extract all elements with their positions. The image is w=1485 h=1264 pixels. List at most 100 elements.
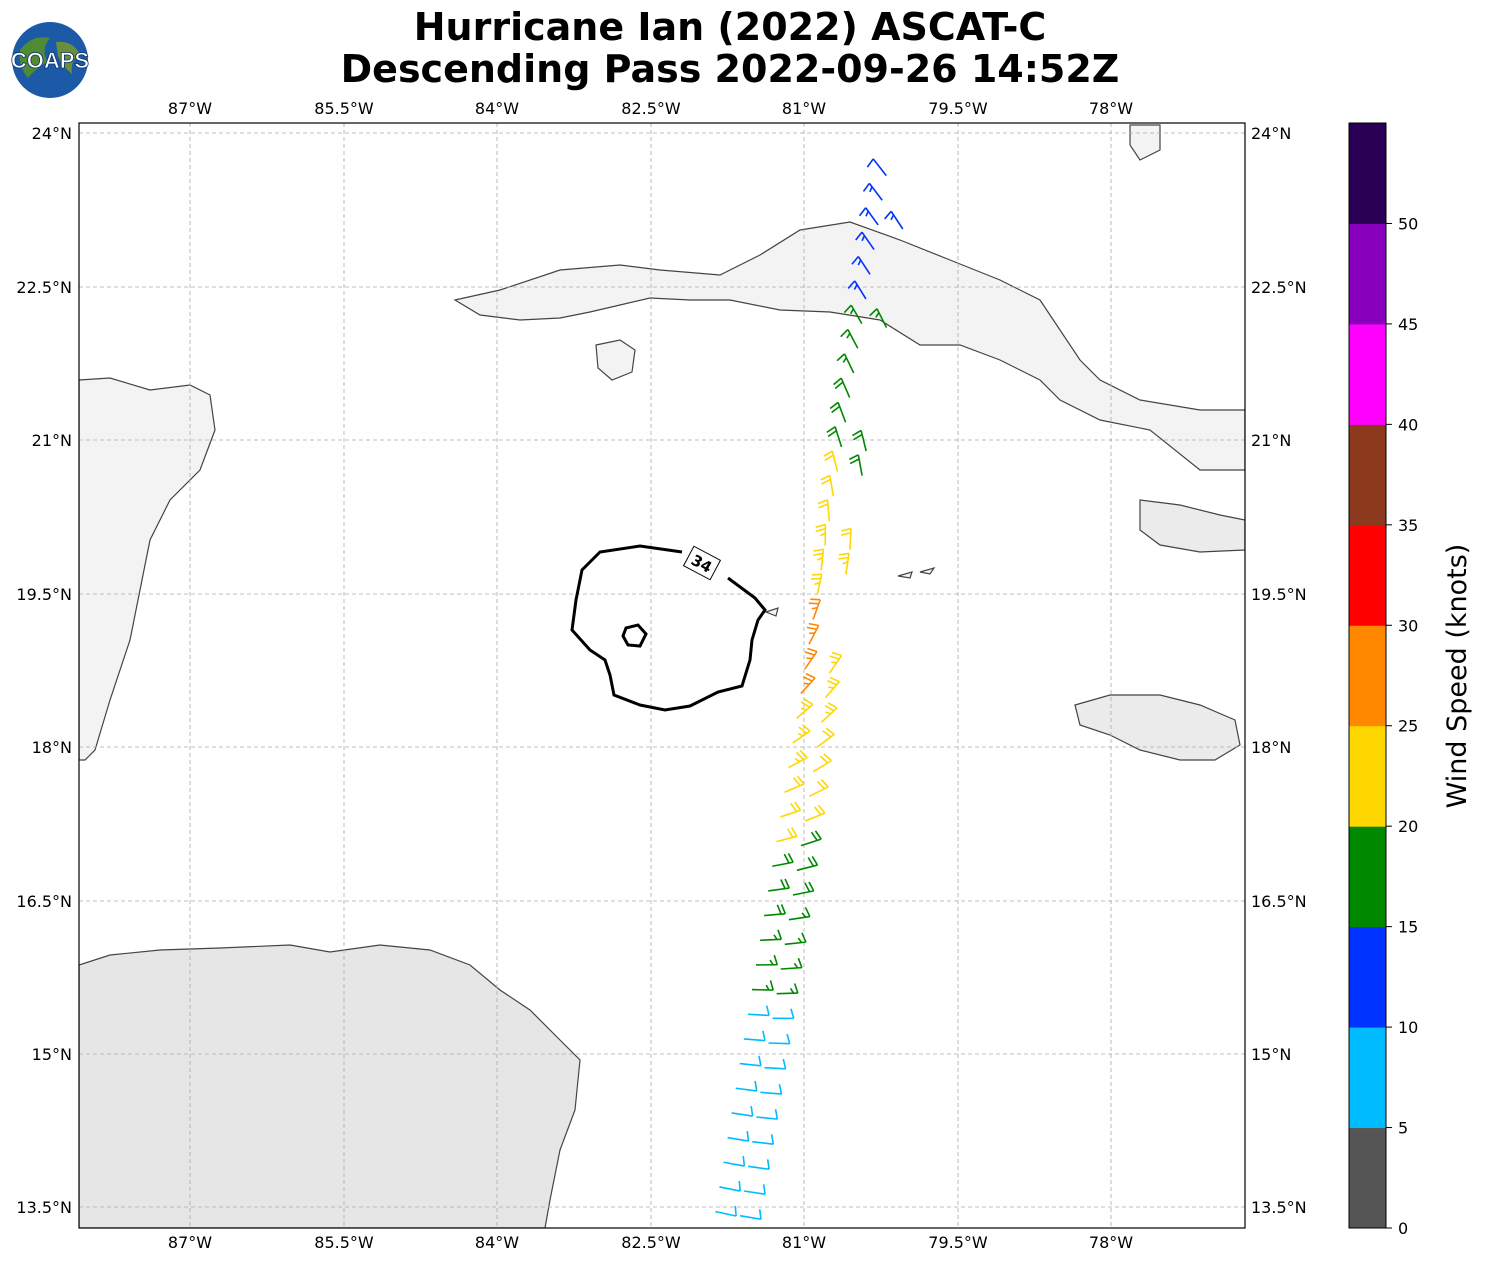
wind-barb	[764, 1058, 787, 1070]
colorbar: 0 5 10 15 20 25 30 35 40 45 50	[1348, 122, 1418, 1238]
wind-barb	[833, 377, 851, 398]
cuba-land	[453, 221, 1245, 471]
wind-barb	[806, 622, 820, 645]
wind-barb	[829, 401, 847, 423]
colorbar-segment	[1349, 123, 1386, 224]
colorbar-tick-label: 0	[1398, 1219, 1408, 1238]
wind-barb	[760, 1084, 783, 1095]
svg-text:16.5°N: 16.5°N	[16, 892, 72, 911]
wind-barb	[816, 727, 835, 748]
wind-barb	[884, 210, 904, 230]
wind-barb	[851, 256, 871, 275]
isle-of-youth	[595, 339, 636, 381]
svg-text:16.5°N: 16.5°N	[1251, 892, 1307, 911]
yucatan-land	[79, 377, 216, 761]
svg-text:82.5°W: 82.5°W	[621, 1233, 681, 1252]
wind-barb	[756, 954, 779, 966]
wind-barb	[824, 676, 840, 699]
wind-barb	[731, 1105, 754, 1117]
svg-text:84°W: 84°W	[475, 99, 519, 118]
wind-barb	[784, 775, 805, 793]
colorbar-tick-label: 5	[1398, 1119, 1408, 1138]
honduras-land	[79, 944, 581, 1228]
colorbar-tick-label: 35	[1398, 516, 1418, 535]
map-plot: 34	[79, 123, 1245, 1228]
wind-barb	[866, 158, 887, 177]
wind-barb	[828, 651, 843, 674]
wind-barb	[838, 552, 850, 575]
wind-barb	[752, 1134, 775, 1146]
wind-barb	[751, 980, 774, 991]
svg-text:18°N: 18°N	[1251, 738, 1291, 757]
svg-text:21°N: 21°N	[1251, 431, 1291, 450]
wind-barb	[780, 957, 803, 970]
wind-barb	[804, 647, 818, 670]
wind-barb	[788, 907, 811, 921]
wind-barb	[826, 426, 843, 448]
svg-text:15°N: 15°N	[32, 1045, 72, 1064]
wind-barbs	[715, 158, 904, 1221]
wind-barb	[836, 353, 855, 374]
wind-barb	[743, 1030, 766, 1042]
jamaica-land	[1074, 694, 1241, 761]
wind-barb	[796, 698, 814, 719]
wind-barb	[760, 929, 783, 942]
colorbar-segment	[1349, 1027, 1386, 1129]
svg-text:24°N: 24°N	[1251, 124, 1291, 143]
colorbar-segment	[1349, 424, 1386, 526]
wind-barb	[723, 1155, 746, 1167]
wind-barb	[739, 1055, 762, 1067]
svg-text:85.5°W: 85.5°W	[314, 99, 374, 118]
svg-text:81°W: 81°W	[782, 99, 826, 118]
svg-text:22.5°N: 22.5°N	[1251, 278, 1307, 297]
svg-text:18°N: 18°N	[32, 738, 72, 757]
wind-barb	[735, 1080, 758, 1092]
wind-barb	[768, 1033, 791, 1045]
wind-barb	[743, 1184, 766, 1196]
colorbar-segment	[1349, 223, 1386, 325]
wind-barb	[772, 852, 794, 868]
colorbar-tick-label: 50	[1398, 214, 1418, 233]
wind-barb	[869, 308, 888, 329]
map-frame	[78, 122, 1246, 1229]
wind-barb	[747, 1005, 770, 1017]
wind-barb	[862, 182, 883, 201]
land	[79, 124, 1245, 1228]
svg-text:78°W: 78°W	[1089, 99, 1133, 118]
wind-barb	[715, 1205, 737, 1217]
wind-barb	[788, 749, 808, 769]
colorbar-tick-label: 30	[1398, 616, 1418, 635]
wind-barb	[823, 450, 839, 472]
svg-text:79.5°W: 79.5°W	[928, 1233, 988, 1252]
wind-barb	[843, 304, 863, 324]
map-title: Hurricane Ian (2022) ASCAT-C Descending …	[180, 6, 1280, 90]
wind-barb	[784, 932, 807, 946]
svg-text:19.5°N: 19.5°N	[16, 585, 72, 604]
svg-text:87°W: 87°W	[168, 99, 212, 118]
svg-text:84°W: 84°W	[475, 1233, 519, 1252]
svg-text:85.5°W: 85.5°W	[314, 1233, 374, 1252]
lat-labels-right: 24°N 22.5°N 21°N 19.5°N 18°N 16.5°N 15°N…	[1251, 124, 1307, 1217]
wind-barb	[815, 523, 827, 546]
wind-barb	[808, 779, 829, 798]
wind-barb	[800, 830, 822, 847]
wind-barb	[840, 527, 852, 550]
wind-barb	[772, 1008, 795, 1020]
hispaniola-edge	[1139, 499, 1245, 553]
wind-barb	[727, 1130, 750, 1142]
svg-text:79.5°W: 79.5°W	[928, 99, 988, 118]
wind-barb	[792, 724, 811, 744]
wind-barb	[748, 1159, 770, 1171]
svg-text:81°W: 81°W	[782, 1233, 826, 1252]
colorbar-segment	[1349, 725, 1386, 827]
svg-text:82.5°W: 82.5°W	[621, 99, 681, 118]
wind-barb	[800, 672, 816, 695]
wind-barb	[792, 881, 815, 896]
wind-barb	[820, 474, 835, 497]
wind-barb	[810, 573, 823, 596]
svg-text:13.5°N: 13.5°N	[16, 1198, 72, 1217]
wind-barb	[817, 499, 831, 522]
svg-text:24°N: 24°N	[32, 124, 72, 143]
wind-barb	[776, 983, 799, 995]
svg-text:COAPS: COAPS	[11, 48, 89, 73]
